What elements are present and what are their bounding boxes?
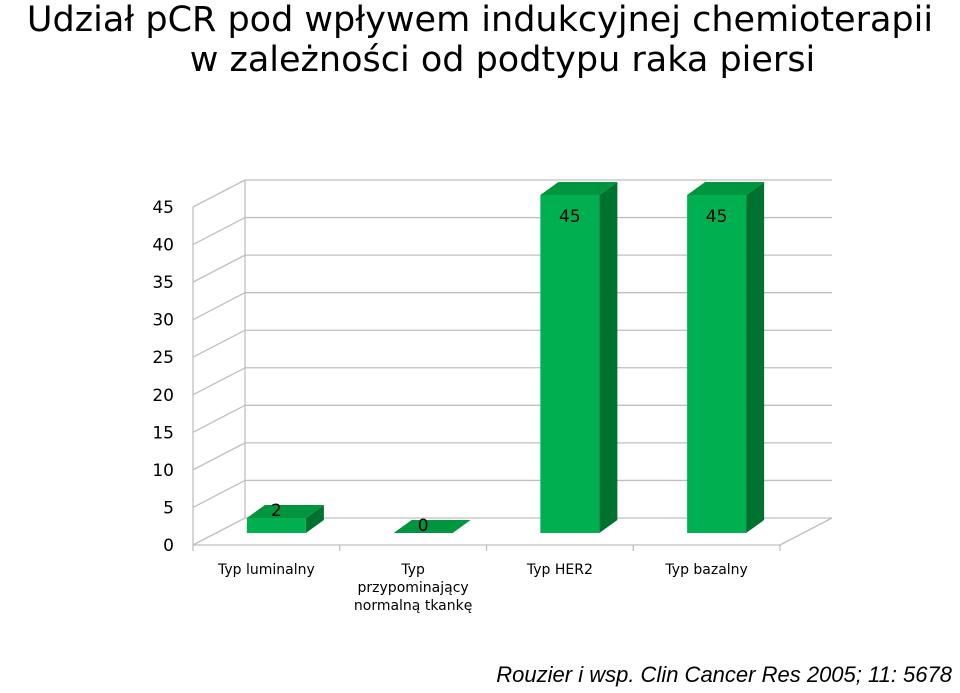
bar xyxy=(393,520,471,533)
chart-title: Udział pCR pod wpływem indukcyjnej chemi… xyxy=(0,0,960,80)
x-category-label: Typ bazalny xyxy=(664,562,747,578)
floor-edge xyxy=(779,517,833,546)
gridline-side xyxy=(192,292,246,321)
gridline-side xyxy=(192,517,246,546)
x-category-label: normalną tkankę xyxy=(354,598,472,614)
bar xyxy=(540,182,618,533)
gridline-side xyxy=(192,179,246,208)
bar-front xyxy=(687,195,747,533)
y-tick-label: 20 xyxy=(152,386,174,406)
bar-top xyxy=(246,504,324,518)
gridline-side xyxy=(192,367,246,396)
gridline-side xyxy=(192,442,246,471)
gridline-side xyxy=(192,479,246,509)
title-line-1: Udział pCR pod wpływem indukcyjnej chemi… xyxy=(26,0,934,40)
x-category-label: Typ HER2 xyxy=(526,562,593,578)
title-line-2: w zależności od podtypu raka piersi xyxy=(189,40,816,80)
bar xyxy=(246,504,324,533)
x-category-label: Typ luminalny xyxy=(217,562,315,578)
gridline-side xyxy=(192,216,246,246)
gridline-side xyxy=(192,404,246,433)
y-tick-label: 45 xyxy=(152,198,174,218)
y-tick-label: 0 xyxy=(163,536,174,556)
y-tick-label: 15 xyxy=(152,423,174,443)
y-tick-label: 10 xyxy=(152,461,174,481)
bar-front xyxy=(540,195,600,533)
gridline-side xyxy=(192,329,246,358)
y-tick-label: 35 xyxy=(152,273,174,293)
y-tick-label: 25 xyxy=(152,348,174,368)
bar-top xyxy=(687,182,765,195)
bar-side xyxy=(305,504,324,533)
data-label: 45 xyxy=(559,207,581,227)
bar-side xyxy=(746,182,765,533)
gridline-side xyxy=(192,254,246,283)
data-label: 45 xyxy=(706,207,728,227)
x-category-label: Typ xyxy=(400,562,425,578)
bar-top xyxy=(540,182,618,195)
y-tick-label: 40 xyxy=(152,236,174,256)
y-tick-label: 5 xyxy=(163,498,174,518)
y-tick-label: 30 xyxy=(152,311,174,331)
bar-front xyxy=(246,517,306,533)
bar xyxy=(687,182,765,533)
bar-top xyxy=(393,520,471,533)
data-label: 2 xyxy=(271,501,282,521)
data-label: 0 xyxy=(418,516,429,536)
bar-side xyxy=(599,182,618,533)
source-citation: Rouzier i wsp. Clin Cancer Res 2005; 11:… xyxy=(496,662,952,687)
x-category-label: przypominający xyxy=(358,580,469,596)
